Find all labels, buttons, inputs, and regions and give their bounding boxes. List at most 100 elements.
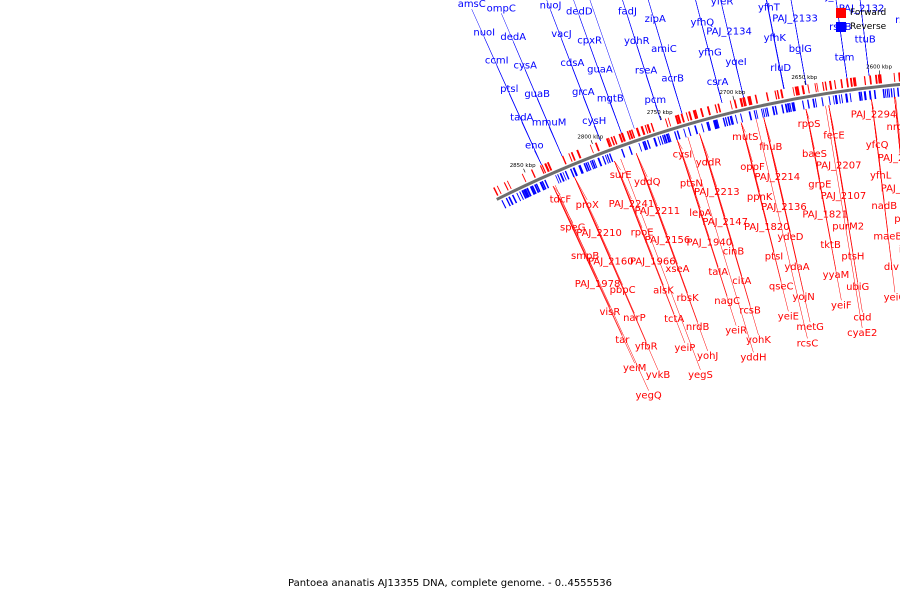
legend-reverse-label: Reverse bbox=[850, 22, 887, 32]
reverse-gene-label-tada-34: tadA bbox=[510, 112, 533, 123]
forward-gene-label-muts-3: mutS bbox=[732, 132, 758, 143]
gene-feature-reverse-119 bbox=[753, 110, 757, 120]
forward-gene-label-yeif-196: yeiF bbox=[831, 300, 852, 311]
gene-feature-reverse-21 bbox=[541, 180, 547, 190]
forward-connector-yeig-197 bbox=[871, 99, 896, 293]
kbp-tick-mark-4 bbox=[804, 80, 806, 85]
forward-gene-label-paj-1940-98: PAJ_1940 bbox=[686, 237, 732, 248]
reverse-gene-label-cysa-85: cysA bbox=[513, 60, 537, 71]
forward-gene-label-tktb-132: tktB bbox=[820, 240, 841, 251]
forward-connector-yeie-195 bbox=[740, 122, 789, 312]
reverse-gene-label-deda-119: dedA bbox=[500, 32, 526, 43]
forward-gene-label-yohj-209: yohJ bbox=[697, 351, 718, 362]
gene-feature-reverse-9 bbox=[519, 191, 524, 200]
forward-gene-label-paj-2207-52: PAJ_2207 bbox=[816, 161, 862, 172]
forward-gene-label-oppf-35: oppF bbox=[740, 162, 765, 173]
gene-feature-reverse-82 bbox=[673, 131, 678, 141]
strand-legend: Forward Reverse bbox=[836, 6, 886, 34]
forward-gene-label-alsk-129: alsK bbox=[653, 285, 674, 296]
gene-feature-reverse-143 bbox=[807, 99, 810, 109]
reverse-gene-label-mgtb-18: mgtB bbox=[597, 94, 624, 105]
gene-feature-forward-121 bbox=[754, 94, 759, 104]
gene-feature-forward-109 bbox=[729, 100, 733, 110]
gene-feature-forward-68 bbox=[640, 125, 646, 136]
gene-feature-reverse-4 bbox=[508, 196, 514, 206]
gene-feature-reverse-41 bbox=[585, 162, 590, 172]
gene-feature-forward-62 bbox=[628, 130, 634, 140]
kbp-tick-label-3: 2700 kbp bbox=[719, 90, 745, 96]
gene-feature-forward-171 bbox=[869, 75, 872, 85]
gene-feature-reverse-51 bbox=[606, 154, 611, 164]
kbp-tick-label-2: 2750 kbp bbox=[647, 110, 673, 116]
reverse-connector-amsd-173 bbox=[695, 0, 723, 103]
gene-feature-reverse-100 bbox=[714, 119, 719, 129]
forward-connector-prox-16 bbox=[574, 176, 588, 200]
legend-forward: Forward bbox=[836, 6, 886, 20]
forward-gene-label-ptsh-148: ptsH bbox=[841, 252, 864, 263]
gene-feature-forward-71 bbox=[646, 123, 652, 134]
forward-gene-label-ppnk-67: ppnK bbox=[747, 192, 773, 203]
reverse-gene-label-eno-0: eno bbox=[525, 141, 544, 152]
forward-gene-label-paj-1978-96: PAJ_1978 bbox=[575, 279, 621, 290]
forward-gene-label-cyae2-228: cyaE2 bbox=[847, 328, 877, 339]
gene-feature-forward-174 bbox=[877, 74, 881, 84]
gene-feature-forward-39 bbox=[576, 149, 582, 159]
gene-feature-track bbox=[493, 72, 900, 209]
forward-gene-label-paj-2213-50: PAJ_2213 bbox=[694, 187, 740, 198]
gene-feature-forward-89 bbox=[685, 112, 690, 122]
gene-feature-reverse-57 bbox=[621, 148, 626, 158]
gene-feature-reverse-15 bbox=[529, 185, 536, 195]
gene-feature-forward-48 bbox=[594, 142, 600, 152]
forward-gene-label-insk-149: insK bbox=[899, 245, 900, 256]
gene-feature-reverse-112 bbox=[740, 113, 744, 123]
forward-gene-label-paj-2093-85: PAJ_2093 bbox=[881, 183, 900, 194]
forward-connector-tdcf-0 bbox=[552, 185, 561, 195]
gene-feature-reverse-18 bbox=[535, 183, 541, 193]
forward-connector-yohk-210 bbox=[699, 133, 759, 336]
forward-gene-label-nrdb-177: nrdB bbox=[686, 322, 710, 333]
forward-gene-label-xsea-113: xseA bbox=[665, 264, 689, 275]
gene-feature-reverse-116 bbox=[748, 111, 753, 121]
reverse-connector-wcaa-172 bbox=[622, 0, 661, 121]
gene-feature-forward-7 bbox=[506, 180, 512, 190]
gene-feature-reverse-45 bbox=[593, 159, 598, 169]
gene-feature-reverse-37 bbox=[578, 164, 584, 175]
gene-feature-reverse-172 bbox=[873, 89, 877, 100]
gene-feature-forward-140 bbox=[796, 86, 800, 96]
gene-feature-forward-153 bbox=[828, 80, 833, 90]
forward-gene-label-sure-1: surE bbox=[610, 170, 632, 181]
reverse-gene-label-ydhr-70: ydhR bbox=[624, 36, 650, 47]
gene-feature-reverse-183 bbox=[896, 87, 900, 97]
gene-feature-forward-61 bbox=[626, 130, 632, 140]
forward-gene-label-yddh-226: yddH bbox=[740, 352, 766, 363]
kbp-tick-label-4: 2650 kbp bbox=[791, 75, 817, 81]
gene-feature-reverse-6 bbox=[511, 194, 518, 204]
reverse-gene-label-paj-2132-56: PAJ_2132 bbox=[839, 4, 885, 15]
gene-feature-reverse-42 bbox=[587, 161, 592, 171]
gene-feature-reverse-77 bbox=[663, 134, 668, 144]
forward-gene-label-yegs-225: yegS bbox=[688, 370, 713, 381]
forward-gene-label-cita-146: citA bbox=[732, 276, 751, 287]
kbp-ruler: 2850 kbp 2800 kbp 2750 kbp 2700 kbp 2650 kbp… bbox=[510, 64, 893, 173]
gene-feature-reverse-30 bbox=[562, 171, 567, 181]
reverse-gene-label-yfht-72: yfhT bbox=[758, 2, 781, 13]
gene-feature-reverse-78 bbox=[665, 133, 671, 143]
reverse-gene-label-paj-2062-73: PAJ_2062 bbox=[813, 0, 859, 2]
gene-feature-reverse-64 bbox=[638, 142, 643, 152]
forward-gene-label-yeir-194: yeiR bbox=[725, 326, 747, 337]
kbp-tick-mark-0 bbox=[523, 168, 526, 173]
gene-feature-reverse-131 bbox=[781, 104, 785, 114]
gene-feature-forward-23 bbox=[539, 165, 545, 174]
gene-feature-reverse-168 bbox=[863, 91, 867, 101]
gene-feature-forward-148 bbox=[816, 82, 819, 92]
forward-gene-label-paj-2136-83: PAJ_2136 bbox=[761, 202, 807, 213]
gene-feature-reverse-106 bbox=[727, 116, 731, 126]
gene-feature-forward-32 bbox=[561, 155, 567, 165]
forward-gene-label-yyam-164: yyaM bbox=[823, 270, 850, 281]
gene-feature-forward-164 bbox=[852, 77, 856, 87]
forward-connector-yeif-196 bbox=[805, 109, 842, 301]
reverse-connector-amsj-175 bbox=[835, 0, 848, 79]
gene-labels: enocysHpcmcsrArluDtamffhyfiHrecXaroFyphC… bbox=[458, 0, 900, 402]
gene-feature-forward-90 bbox=[688, 111, 693, 121]
gene-feature-forward-95 bbox=[699, 108, 705, 118]
